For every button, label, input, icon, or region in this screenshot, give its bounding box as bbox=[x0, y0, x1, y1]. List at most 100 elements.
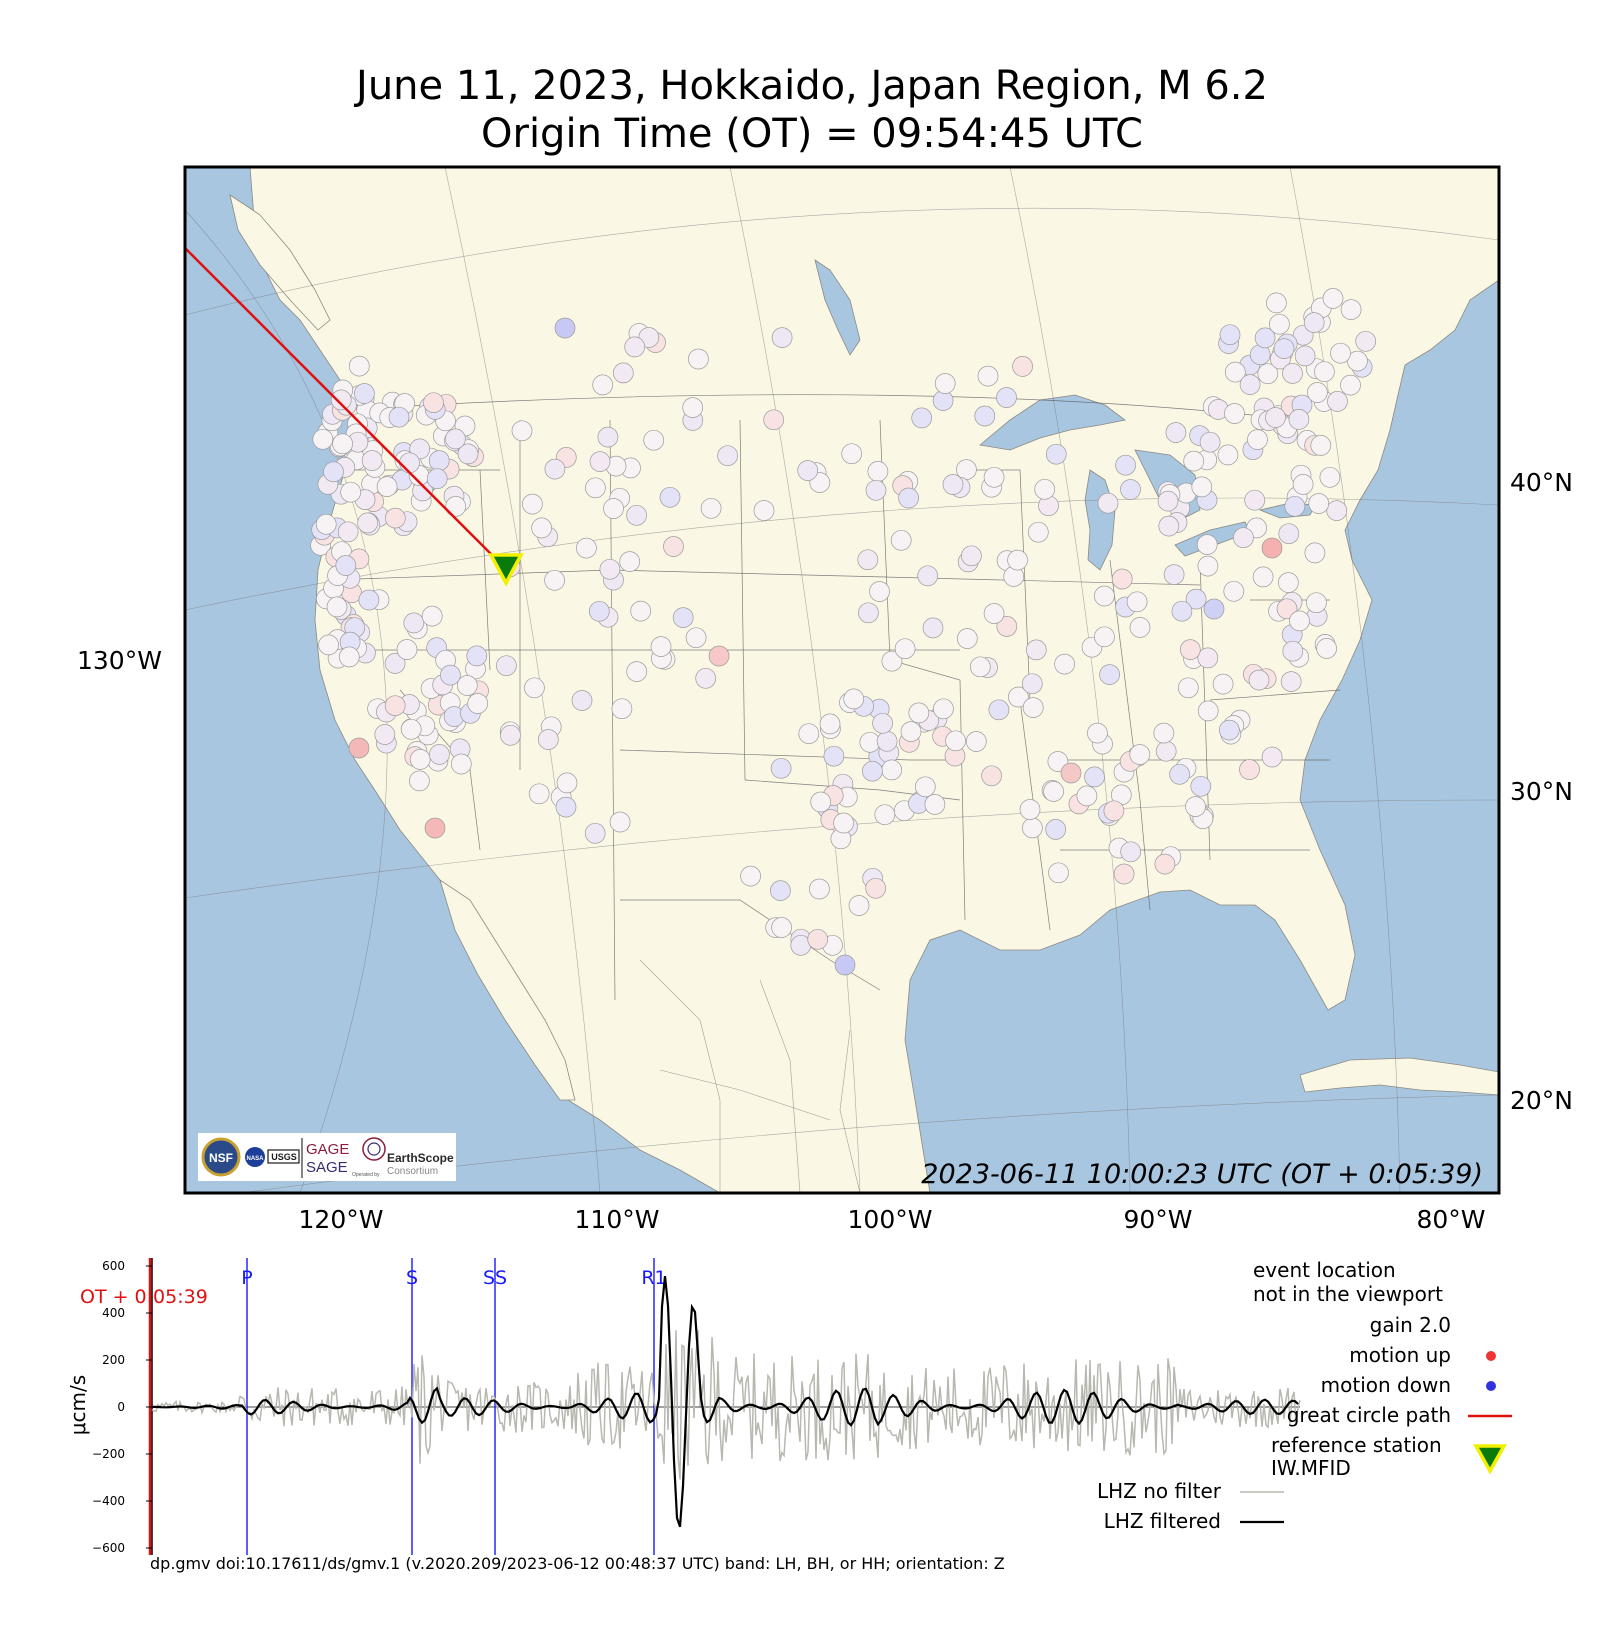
waveform-legend: event location not in the viewport gain … bbox=[1097, 1258, 1512, 1533]
lon-label-80w: 80°W bbox=[1416, 1205, 1485, 1230]
station-marker bbox=[1282, 640, 1304, 662]
station-marker bbox=[1165, 422, 1187, 443]
station-marker bbox=[965, 731, 987, 752]
station-marker bbox=[1288, 409, 1310, 430]
lon-label-110w: 110°W bbox=[575, 1205, 660, 1230]
station-marker bbox=[1163, 564, 1185, 585]
station-marker bbox=[1120, 479, 1141, 500]
ot-offset-label: OT + 0:05:39 bbox=[80, 1286, 208, 1308]
station-marker bbox=[445, 428, 466, 450]
sage-logo-text: SAGE bbox=[306, 1159, 348, 1176]
station-marker bbox=[1094, 626, 1115, 648]
station-marker bbox=[1190, 775, 1212, 797]
station-marker bbox=[823, 745, 845, 767]
waveform-y-label: μcm/s bbox=[66, 1375, 90, 1435]
legend-no-filter: LHZ no filter bbox=[1097, 1479, 1222, 1503]
station-marker bbox=[326, 596, 348, 618]
station-marker bbox=[924, 794, 946, 815]
lat-label-40n: 40°N bbox=[1510, 468, 1573, 497]
station-marker bbox=[588, 600, 610, 622]
station-marker bbox=[1019, 799, 1041, 820]
station-marker bbox=[1021, 673, 1043, 695]
station-marker bbox=[717, 445, 738, 467]
lake-superior bbox=[979, 394, 1126, 451]
station-marker bbox=[809, 878, 830, 900]
earthscope-logo-icon bbox=[362, 1137, 386, 1161]
station-marker bbox=[643, 429, 665, 451]
station-marker bbox=[611, 698, 633, 720]
operated-by-text: Operated by bbox=[352, 1172, 380, 1178]
mexico-borders bbox=[639, 959, 861, 1193]
station-marker bbox=[1280, 671, 1302, 692]
legend-ref-station-line1: reference station bbox=[1271, 1433, 1442, 1457]
station-marker bbox=[361, 450, 383, 471]
station-marker bbox=[630, 600, 652, 622]
station-marker bbox=[770, 880, 791, 901]
station-marker bbox=[555, 796, 577, 818]
station-marker bbox=[983, 466, 1005, 488]
title-line-1: June 11, 2023, Hokkaido, Japan Region, M… bbox=[356, 63, 1268, 109]
station-marker bbox=[522, 493, 543, 515]
station-marker bbox=[1203, 598, 1225, 620]
station-marker bbox=[682, 397, 704, 418]
station-marker bbox=[338, 646, 360, 668]
map-timestamp: 2023-06-11 10:00:23 UTC (OT + 0:05:39) bbox=[921, 1159, 1483, 1190]
map-frame bbox=[183, 165, 1501, 1195]
station-marker bbox=[1316, 638, 1337, 659]
legend-motion-down: motion down bbox=[1321, 1373, 1451, 1397]
station-marker bbox=[1340, 299, 1362, 320]
phase-label-s: S bbox=[406, 1267, 418, 1289]
station-marker bbox=[797, 460, 819, 481]
station-marker bbox=[1099, 664, 1120, 685]
land-north-america bbox=[249, 167, 1499, 1193]
station-marker bbox=[945, 730, 966, 752]
station-marker bbox=[1197, 700, 1219, 722]
station-marker bbox=[1154, 853, 1176, 875]
station-marker bbox=[315, 513, 337, 535]
station-marker bbox=[357, 512, 378, 534]
station-marker bbox=[1045, 443, 1067, 465]
station-marker bbox=[1266, 292, 1287, 314]
station-marker bbox=[872, 712, 893, 734]
station-marker bbox=[619, 551, 641, 572]
station-marker bbox=[403, 612, 425, 634]
y-tick-label: −400 bbox=[92, 1494, 125, 1508]
station-marker bbox=[626, 504, 647, 526]
station-marker bbox=[770, 757, 792, 779]
station-marker bbox=[1155, 740, 1177, 762]
station-marker bbox=[544, 569, 565, 591]
land-cuba bbox=[1299, 1057, 1499, 1096]
station-marker bbox=[1111, 568, 1133, 590]
station-marker bbox=[626, 661, 648, 682]
station-marker bbox=[585, 477, 606, 499]
station-marker bbox=[1157, 490, 1179, 512]
station-marker bbox=[597, 426, 619, 448]
station-marker bbox=[340, 481, 362, 503]
station-marker bbox=[1113, 863, 1135, 885]
station-marker bbox=[354, 383, 375, 404]
station-marker bbox=[857, 549, 879, 571]
station-marker bbox=[1304, 542, 1326, 564]
station-marker bbox=[771, 327, 793, 348]
legend-filtered: LHZ filtered bbox=[1104, 1509, 1221, 1533]
station-marker bbox=[1054, 653, 1075, 675]
lon-label-100w: 100°W bbox=[848, 1205, 933, 1230]
station-marker bbox=[388, 406, 410, 428]
station-marker bbox=[1294, 345, 1316, 367]
station-marker bbox=[843, 688, 865, 710]
motion-down-marker bbox=[1486, 1381, 1496, 1391]
station-marker bbox=[1183, 450, 1205, 472]
station-marker bbox=[1319, 466, 1341, 488]
station-marker bbox=[424, 817, 446, 839]
station-marker bbox=[695, 667, 717, 689]
station-marker bbox=[348, 355, 370, 377]
station-marker bbox=[740, 865, 761, 887]
station-marker bbox=[1347, 350, 1368, 372]
station-marker bbox=[1224, 403, 1245, 424]
station-marker bbox=[603, 498, 624, 519]
station-marker bbox=[996, 616, 1018, 637]
lake-winnipeg bbox=[814, 259, 861, 356]
station-marker bbox=[1218, 719, 1240, 741]
station-marker bbox=[881, 650, 903, 672]
